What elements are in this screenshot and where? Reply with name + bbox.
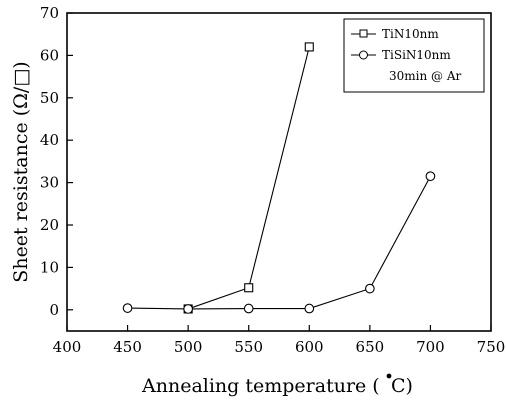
plot-frame	[66, 12, 492, 332]
legend-marker-square	[359, 29, 368, 38]
x-tick-label: 700	[416, 338, 445, 356]
ticks-layer: 400 450 500 550 600 650 700 750 0 10 20 30 40 50 60 70	[40, 4, 505, 356]
x-tick-label: 750	[477, 338, 506, 356]
data-point-circle	[122, 303, 133, 313]
x-tick-label: 500	[174, 338, 203, 356]
series-line-2	[127, 175, 431, 310]
series-line-1	[187, 46, 310, 310]
y-tick-label: 40	[40, 131, 59, 149]
x-axis-title: Annealing temperature ( C)	[141, 373, 413, 397]
y-tick-label: 10	[40, 258, 59, 276]
y-tick-label: 30	[40, 174, 59, 192]
data-point-circle	[183, 304, 193, 314]
legend-marker-circle	[359, 50, 368, 60]
x-axis-title-unit: C)	[391, 375, 413, 397]
data-point-circle	[304, 303, 315, 314]
data-point-circle	[365, 283, 375, 294]
data-point-circle	[425, 171, 436, 182]
y-tick-label: 20	[40, 216, 59, 234]
x-tick-label: 450	[113, 338, 142, 356]
x-axis-title-main: Annealing temperature (	[141, 375, 380, 397]
degree-sign	[386, 373, 392, 379]
y-tick-label: 60	[40, 46, 59, 64]
legend-label-tisin: TiSiN10nm	[382, 48, 451, 62]
data-point-square	[244, 283, 254, 293]
x-tick-label: 400	[53, 338, 82, 356]
legend-note: 30min @ Ar	[389, 69, 462, 83]
series-layer	[122, 42, 436, 314]
legend-label-tin: TiN10nm	[382, 27, 439, 41]
y-tick-label: 70	[40, 4, 59, 22]
x-tick-label: 550	[234, 338, 263, 356]
y-axis-title: Sheet resistance (Ω/□)	[10, 61, 32, 282]
legend: TiN10nm TiSiN10nm 30min @ Ar	[343, 18, 485, 93]
x-tick-label: 600	[295, 338, 324, 356]
data-point-circle	[243, 303, 254, 314]
y-tick-label: 0	[49, 301, 59, 319]
x-tick-label: 650	[356, 338, 385, 356]
data-point-square	[304, 42, 314, 52]
y-tick-label: 50	[40, 89, 59, 107]
